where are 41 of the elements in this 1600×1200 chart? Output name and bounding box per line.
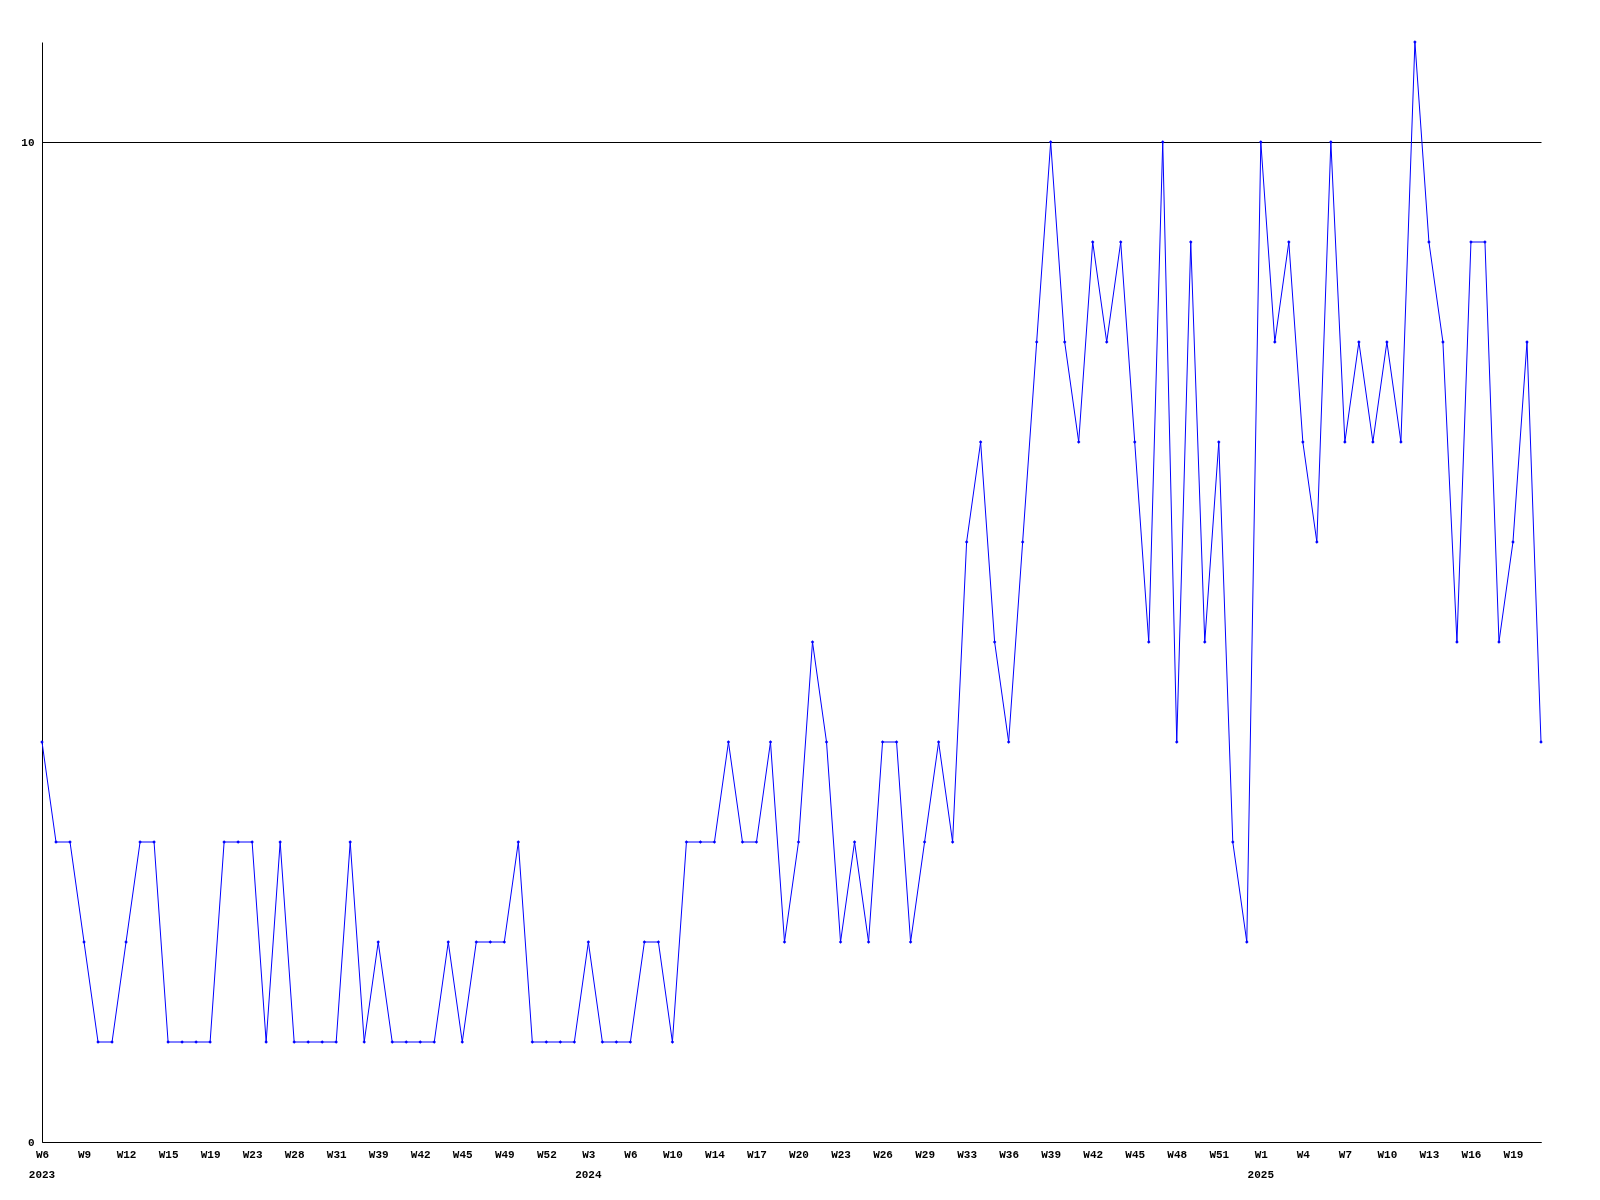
x-tick-label: W17 [747, 1148, 767, 1161]
x-tick-label: W42 [410, 1148, 431, 1161]
text: 2025 [1247, 1169, 1275, 1181]
x-tick-label: W42 [1083, 1148, 1104, 1161]
x-tick-label: W15 [158, 1148, 179, 1161]
x-tick-label: W39 [368, 1148, 389, 1161]
x-tick-label: W45 [452, 1148, 474, 1161]
x-tick-label: W31 [326, 1148, 347, 1161]
x-tick-label: W3 [582, 1148, 596, 1161]
x-tick-label: W48 [1167, 1148, 1188, 1161]
x-tick-label: W1 [1254, 1148, 1269, 1161]
x-tick-label: W33 [957, 1148, 978, 1161]
y-tick-label: 0 [27, 1136, 35, 1149]
x-tick-label: W6 [35, 1148, 50, 1161]
x-tick-label: W19 [200, 1148, 221, 1161]
x-tick-label: W9 [77, 1148, 92, 1161]
x-tick-label: W16 [1461, 1148, 1482, 1161]
x-tick-label: W36 [999, 1148, 1020, 1161]
x-tick-label: W26 [873, 1148, 893, 1161]
x-tick-label: W13 [1419, 1148, 1440, 1161]
x-tick-label: W6 [624, 1148, 638, 1161]
x-tick-label: W14 [705, 1148, 726, 1161]
x-tick-label: W39 [1041, 1148, 1062, 1161]
x-tick-label: W51 [1209, 1148, 1230, 1161]
x-tick-label: W7 [1338, 1148, 1352, 1161]
x-tick-label: W23 [242, 1148, 263, 1161]
y-tick-label: 10 [21, 136, 35, 149]
x-tick-label: W28 [284, 1148, 305, 1161]
x-tick-label: W20 [789, 1148, 809, 1161]
x-tick-label: W10 [1377, 1148, 1398, 1161]
x-tick-label: W12 [116, 1148, 137, 1161]
x-tick-label: W49 [494, 1148, 515, 1161]
x-tick-label: W29 [915, 1148, 935, 1161]
text: 2023 [28, 1169, 56, 1181]
text: 2024 [575, 1169, 602, 1181]
x-tick-label: W45 [1125, 1148, 1146, 1161]
x-tick-label: W4 [1296, 1148, 1311, 1161]
x-tick-label: W52 [536, 1148, 557, 1161]
x-tick-label: W23 [831, 1148, 852, 1161]
x-tick-label: W10 [663, 1148, 683, 1161]
x-tick-label: W19 [1503, 1148, 1524, 1161]
